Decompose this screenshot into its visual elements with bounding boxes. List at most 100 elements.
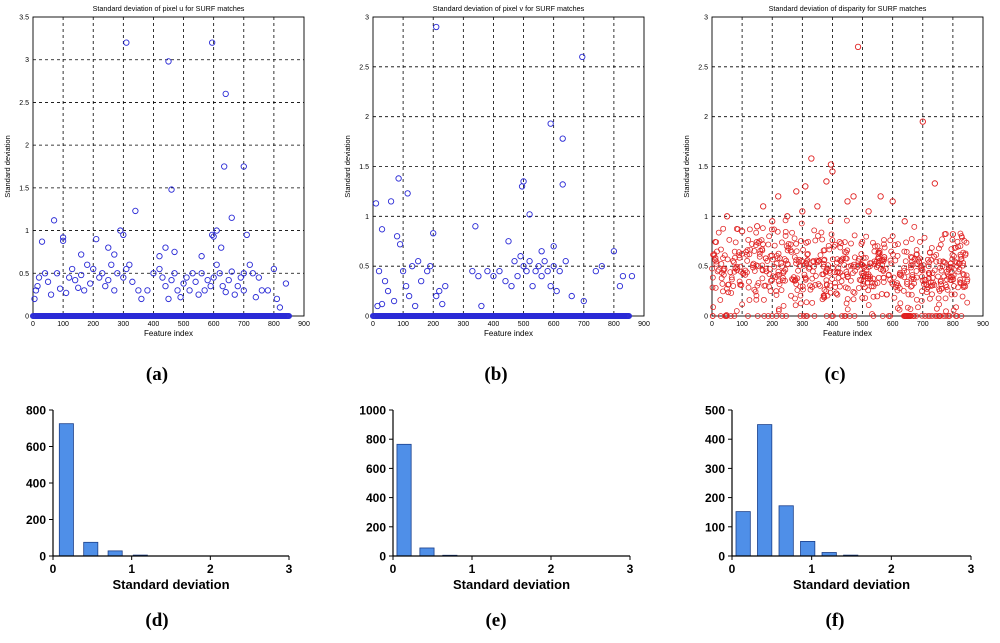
data-point <box>490 272 497 280</box>
data-point <box>942 259 949 266</box>
data-point <box>883 291 890 298</box>
data-point <box>771 226 777 233</box>
y-tick-label: 2 <box>365 114 369 121</box>
data-point <box>135 287 142 294</box>
data-point <box>889 198 896 205</box>
data-point <box>433 23 440 31</box>
data-point <box>811 227 818 234</box>
data-point <box>746 297 753 303</box>
data-point <box>222 90 229 98</box>
data-point <box>944 287 951 293</box>
data-point <box>837 283 843 290</box>
data-point <box>793 248 800 255</box>
data-point <box>908 291 915 298</box>
data-point <box>562 258 569 265</box>
data-point <box>791 254 798 261</box>
data-point <box>550 243 557 250</box>
data-point <box>869 279 875 286</box>
data-point <box>769 277 775 284</box>
data-point <box>424 267 431 275</box>
x-tick-label: 600 <box>208 321 220 328</box>
data-point <box>931 180 938 187</box>
data-point <box>505 238 512 245</box>
data-point <box>873 264 880 271</box>
data-point <box>72 276 79 284</box>
data-point <box>756 250 763 257</box>
data-point <box>780 277 786 284</box>
y-tick-label: 1.5 <box>19 185 29 192</box>
data-point <box>815 233 821 239</box>
data-point <box>803 299 810 306</box>
data-point <box>820 261 827 267</box>
data-point <box>870 283 877 290</box>
data-point <box>264 287 272 294</box>
data-point <box>538 248 545 255</box>
data-point <box>541 258 548 265</box>
data-point <box>752 288 759 295</box>
data-point <box>774 255 781 262</box>
data-point <box>879 256 886 263</box>
data-point <box>177 294 184 301</box>
y-tick-label: 0 <box>704 314 708 321</box>
data-point <box>165 58 172 65</box>
data-point <box>81 287 88 294</box>
data-point <box>834 291 841 298</box>
data-point <box>812 273 819 279</box>
x-tick-label: 200 <box>427 321 439 328</box>
data-point <box>901 267 908 274</box>
x-tick-label: 900 <box>298 321 310 328</box>
data-point <box>832 242 839 248</box>
data-point <box>841 262 848 268</box>
data-point <box>936 258 943 265</box>
data-point <box>842 313 849 319</box>
data-point <box>243 231 250 238</box>
data-point <box>837 257 844 264</box>
data-point <box>851 313 858 319</box>
data-point <box>864 279 871 286</box>
data-point <box>724 285 730 292</box>
data-point <box>850 270 856 276</box>
data-point <box>880 279 887 286</box>
data-point <box>850 296 857 303</box>
data-point <box>442 282 449 290</box>
data-point <box>833 290 840 297</box>
data-point <box>728 290 735 296</box>
data-point <box>408 263 416 270</box>
data-point <box>751 248 758 254</box>
data-point <box>892 257 899 264</box>
data-point <box>511 258 518 265</box>
x-tick-label: 400 <box>488 321 500 328</box>
data-point <box>762 255 769 262</box>
data-point <box>183 274 190 281</box>
data-point <box>896 285 903 291</box>
data-point <box>35 274 43 281</box>
data-point <box>881 241 887 248</box>
data-point <box>908 236 915 242</box>
data-point <box>378 300 386 308</box>
data-point <box>772 273 779 280</box>
data-point <box>904 281 910 287</box>
data-point <box>765 241 772 248</box>
x-tick-label: 3 <box>627 562 634 576</box>
data-point <box>727 269 734 276</box>
data-point <box>399 267 407 275</box>
data-point <box>745 284 752 291</box>
data-point <box>919 277 926 284</box>
data-point <box>812 237 819 244</box>
data-point <box>894 305 901 312</box>
data-point <box>799 208 806 215</box>
data-point <box>711 251 717 258</box>
data-point <box>508 282 515 290</box>
y-tick-label: 2.5 <box>359 64 369 71</box>
data-point <box>782 277 788 284</box>
data-point <box>963 272 970 279</box>
data-point <box>753 296 760 303</box>
data-point <box>759 275 766 282</box>
chart-title: Standard deviation of pixel u for SURF m… <box>93 4 245 13</box>
data-point <box>788 292 794 299</box>
data-point <box>797 292 804 299</box>
data-point <box>384 287 392 295</box>
x-tick-label: 0 <box>31 321 35 328</box>
data-point <box>859 238 866 245</box>
x-tick-label: 500 <box>518 321 530 328</box>
